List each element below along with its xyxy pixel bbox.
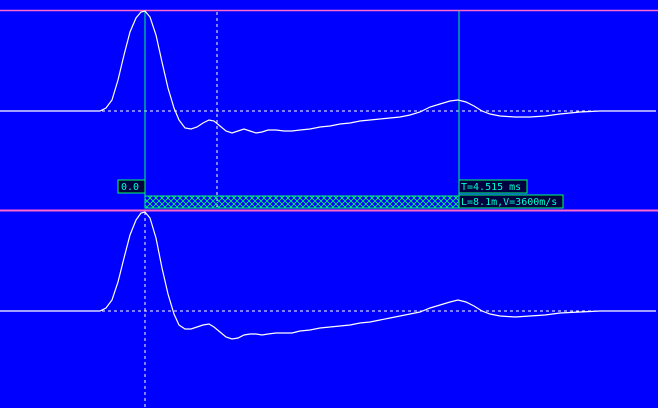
channel-1-waveform bbox=[0, 10, 656, 134]
start-time-label: 0.0 bbox=[117, 179, 146, 194]
interval-band[interactable] bbox=[144, 195, 460, 209]
time-interval-label: T=4.515 ms bbox=[458, 179, 528, 194]
length-velocity-text: L=8.1m,V=3600m/s bbox=[461, 197, 557, 208]
time-interval-text: T=4.515 ms bbox=[461, 182, 521, 193]
length-velocity-label: L=8.1m,V=3600m/s bbox=[458, 194, 564, 209]
channel-2-panel bbox=[0, 210, 658, 408]
channel-2-waveform bbox=[0, 211, 656, 340]
start-time-text: 0.0 bbox=[121, 182, 139, 193]
channel-1-panel bbox=[0, 0, 658, 210]
